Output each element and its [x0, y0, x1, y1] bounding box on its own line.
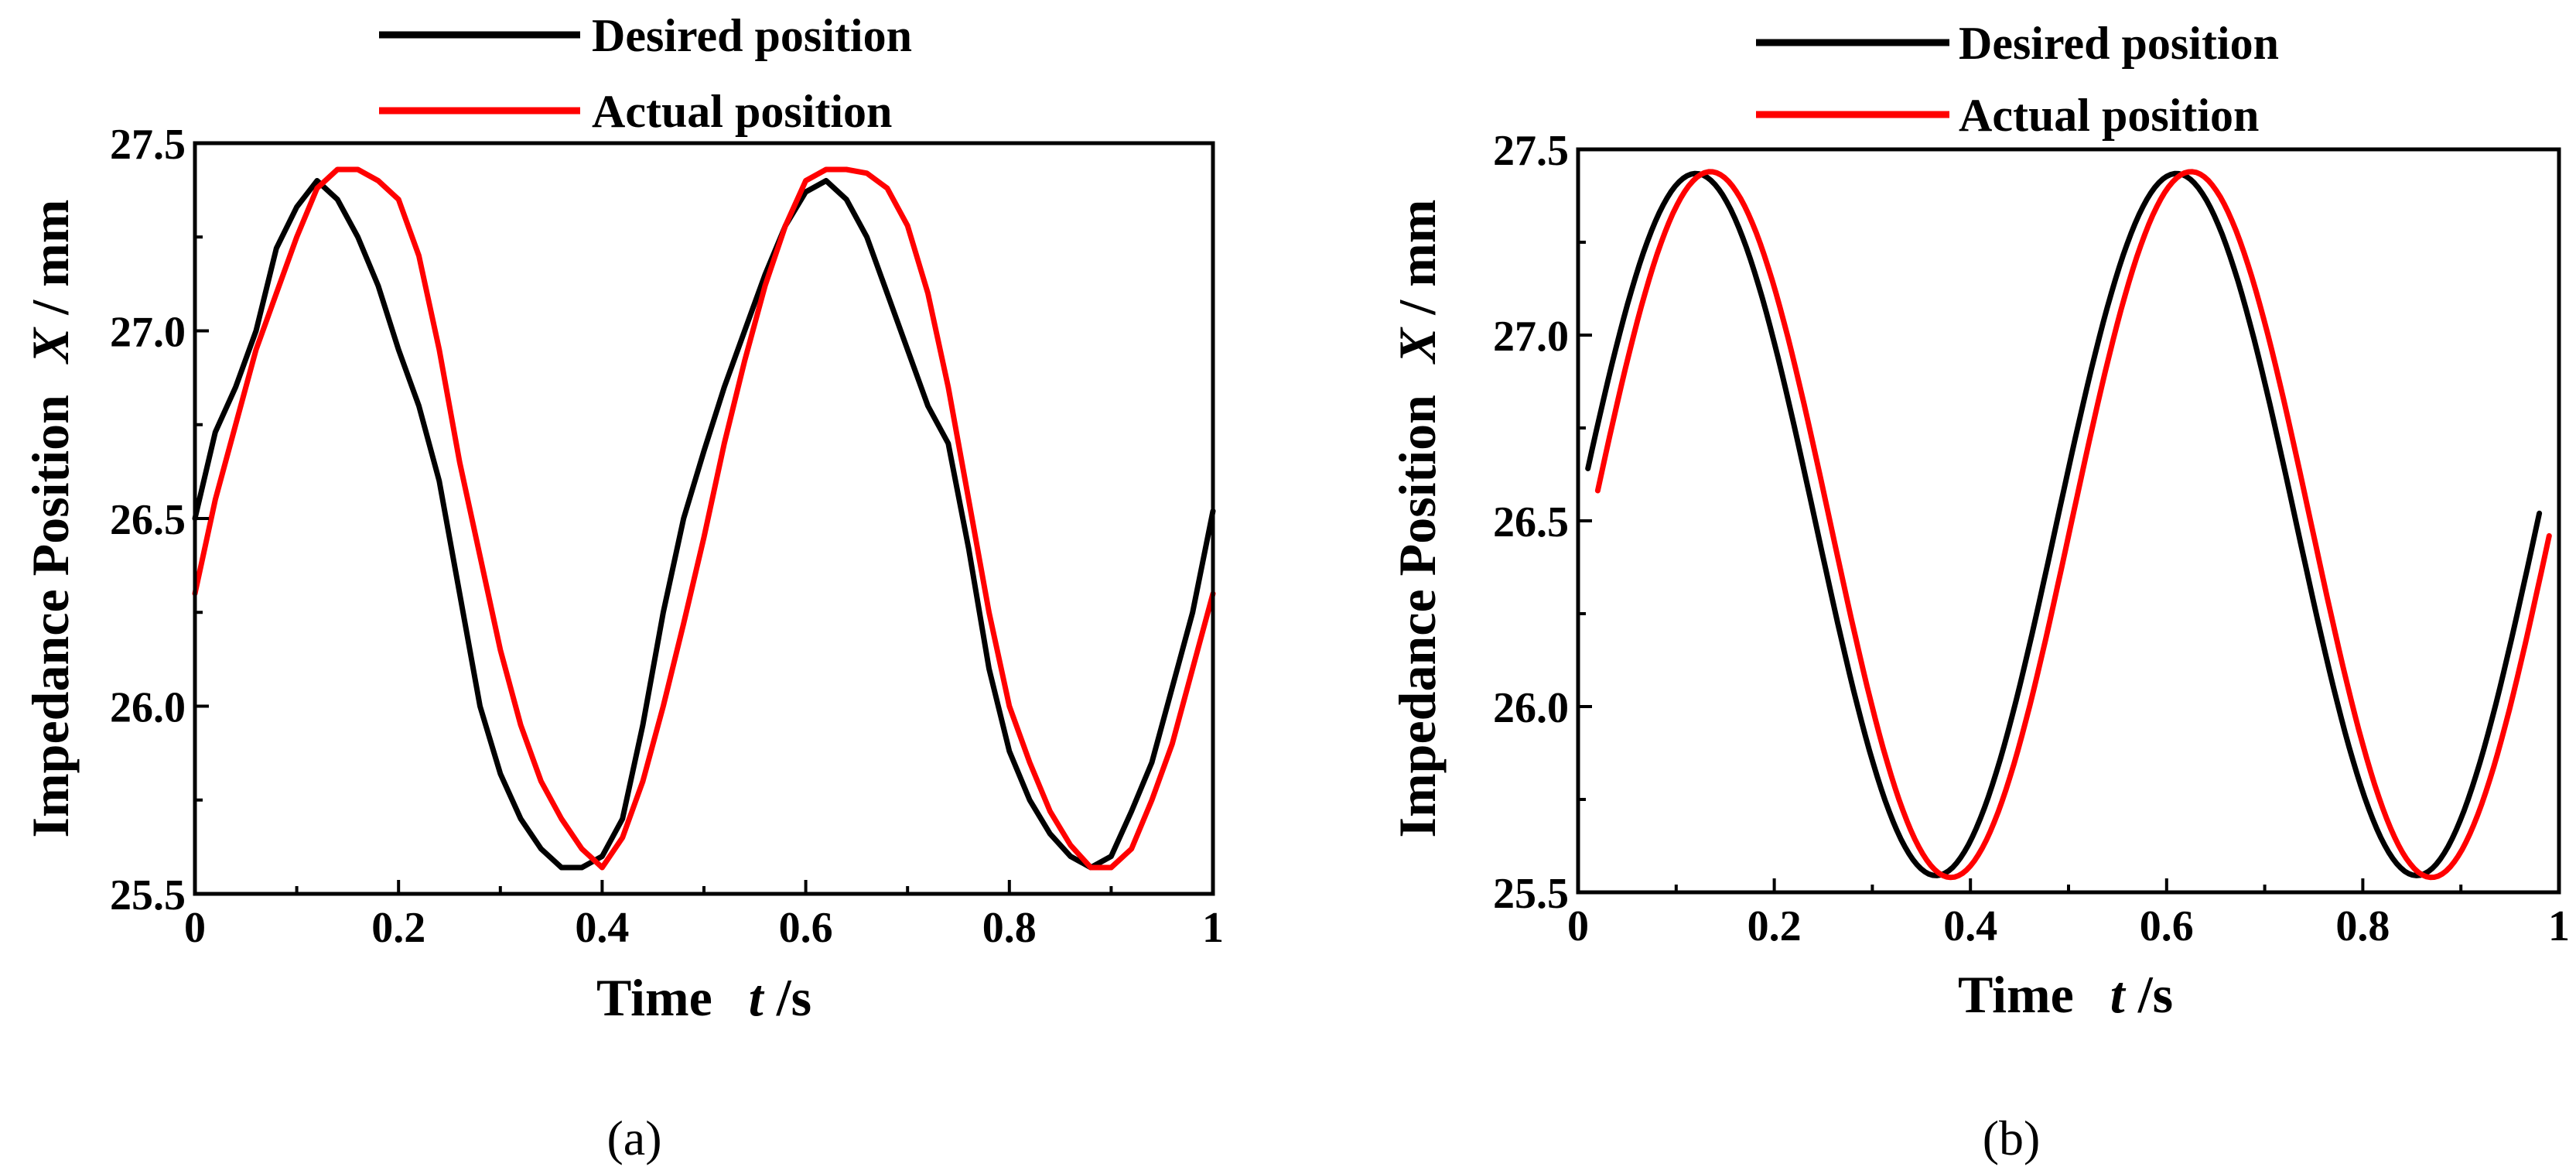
y-tick-label-b: 27.0	[1493, 313, 1569, 361]
desired-position-line-a	[192, 178, 1216, 871]
y-axis-title-unit-b: / mm	[1388, 200, 1447, 316]
y-tick-label-b: 27.5	[1493, 127, 1569, 175]
x-tick-label-a: 1	[1202, 904, 1224, 952]
x-ticks-a: 0 0.2 0.4 0.6 0.8 1	[184, 880, 1224, 952]
x-axis-title-main-a: Time	[596, 968, 712, 1027]
plot-area-b	[1585, 169, 2552, 881]
x-axis-title-a: Time t /s	[596, 968, 811, 1027]
legend-label-actual-a: Actual position	[592, 86, 892, 137]
actual-position-line-a	[192, 166, 1216, 871]
x-tick-label-b: 1	[2548, 902, 2570, 950]
y-tick-label-b: 25.5	[1493, 870, 1569, 918]
y-tick-label-a: 26.0	[110, 684, 186, 732]
x-axis-title-unit-a: /s	[776, 968, 811, 1027]
x-axis-title-var-a: t	[749, 968, 765, 1027]
x-tick-label-a: 0.2	[371, 904, 425, 952]
legend-a: Desired position Actual position	[379, 10, 912, 137]
panel-a: 0 0.2 0.4 0.6 0.8 1 25.5 26.0 26.5 27.0 27.5 Desi…	[21, 10, 1224, 1165]
x-tick-label-b: 0.8	[2335, 902, 2390, 950]
legend-label-desired-b: Desired position	[1959, 18, 2279, 69]
y-tick-label-b: 26.0	[1493, 684, 1569, 732]
y-tick-label-b: 26.5	[1493, 498, 1569, 546]
caption-a: (a)	[606, 1111, 661, 1165]
plot-area-a	[192, 166, 1216, 871]
y-ticks-b: 25.5 26.0 26.5 27.0 27.5	[1493, 127, 1592, 918]
x-tick-label-b: 0.4	[1943, 902, 1997, 950]
axes-frame-b	[1576, 147, 2561, 895]
x-tick-label-a: 0.6	[779, 904, 833, 952]
y-tick-label-a: 25.5	[110, 871, 186, 919]
x-tick-label-b: 0.2	[1748, 902, 1802, 950]
y-tick-label-a: 27.0	[110, 309, 186, 357]
x-tick-label-a: 0.4	[575, 904, 629, 952]
x-axis-title-b: Time t /s	[1958, 965, 2173, 1024]
x-axis-title-main-b: Time	[1958, 965, 2074, 1024]
y-ticks-a: 25.5 26.0 26.5 27.0 27.5	[110, 121, 209, 919]
y-axis-title-var-a: X	[21, 327, 80, 365]
desired-position-line-b	[1585, 170, 2543, 878]
y-axis-title-main-b: Impedance Position	[1388, 395, 1447, 837]
y-tick-label-a: 26.5	[110, 496, 186, 544]
caption-b: (b)	[1983, 1111, 2041, 1165]
x-tick-label-a: 0	[184, 904, 206, 952]
y-axis-title-var-b: X	[1388, 327, 1447, 365]
x-ticks-b: 0 0.2 0.4 0.6 0.8 1	[1567, 878, 2570, 950]
x-tick-label-a: 0.8	[982, 904, 1037, 952]
legend-label-desired-a: Desired position	[592, 10, 912, 61]
x-tick-label-b: 0	[1567, 902, 1589, 950]
y-axis-title-main-a: Impedance Position	[21, 395, 80, 837]
actual-position-line-b	[1594, 169, 2552, 881]
y-axis-title-b: Impedance Position X / mm	[1388, 200, 1447, 838]
y-axis-title-unit-a: / mm	[21, 200, 80, 316]
y-tick-label-a: 27.5	[110, 121, 186, 169]
x-tick-label-b: 0.6	[2140, 902, 2194, 950]
y-axis-title-a: Impedance Position X / mm	[21, 200, 80, 838]
axes-frame-a	[193, 141, 1215, 896]
x-axis-title-var-b: t	[2110, 965, 2127, 1024]
panel-b: 0 0.2 0.4 0.6 0.8 1 25.5 26.0 26.5 27.0 27.5 Desi…	[1388, 18, 2570, 1165]
legend-label-actual-b: Actual position	[1959, 90, 2259, 141]
x-axis-title-unit-b: /s	[2137, 965, 2173, 1024]
legend-b: Desired position Actual position	[1756, 18, 2279, 141]
